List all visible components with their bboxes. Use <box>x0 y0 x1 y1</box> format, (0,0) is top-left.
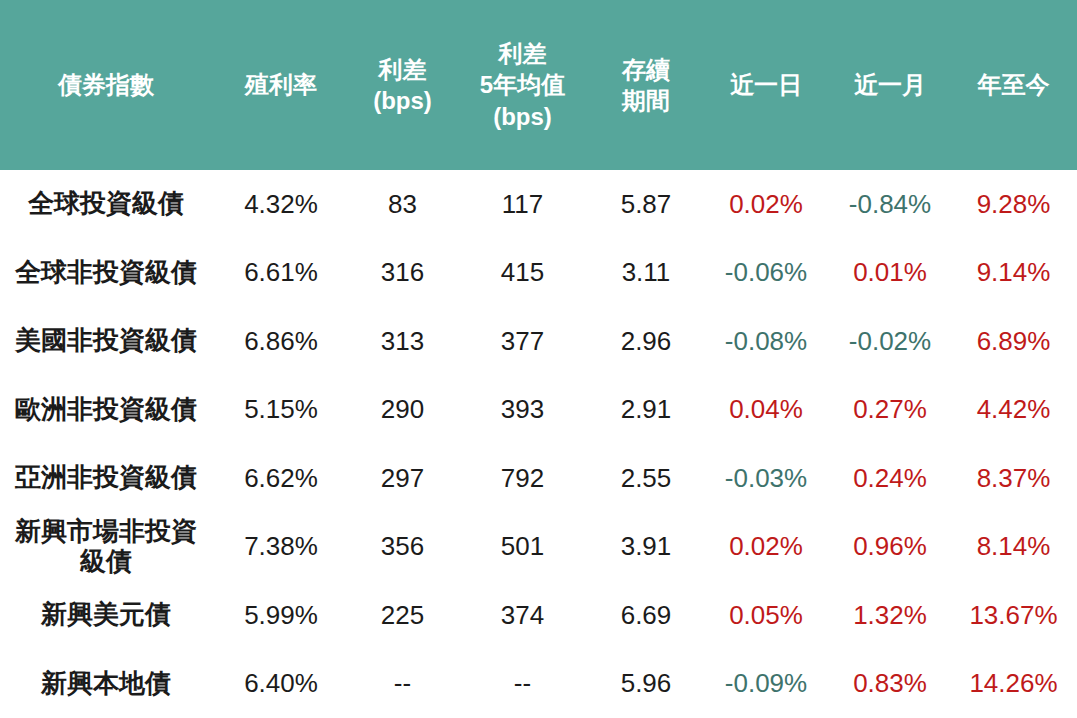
ytd-cell: 14.26% <box>950 650 1077 718</box>
past-month-cell: 1.32% <box>830 581 950 650</box>
duration-cell: 2.55 <box>590 444 702 513</box>
col-header-past-day: 近一日 <box>702 0 830 170</box>
spread-5y-cell: 415 <box>455 239 590 308</box>
past-day-cell: -0.08% <box>702 307 830 376</box>
duration-cell: 5.87 <box>590 170 702 239</box>
table-row: 歐洲非投資級債 5.15% 290 393 2.91 0.04% 0.27% 4… <box>0 376 1077 445</box>
spread-cell: 297 <box>350 444 455 513</box>
table-row: 全球投資級債 4.32% 83 117 5.87 0.02% -0.84% 9.… <box>0 170 1077 239</box>
duration-cell: 6.69 <box>590 581 702 650</box>
yield-cell: 6.62% <box>212 444 350 513</box>
spread-5y-cell: 117 <box>455 170 590 239</box>
col-header-yield: 殖利率 <box>212 0 350 170</box>
row-label: 全球非投資級債 <box>0 239 212 308</box>
ytd-cell: 13.67% <box>950 581 1077 650</box>
col-header-spread-5y-avg: 利差 5年均值 (bps) <box>455 0 590 170</box>
spread-cell: 290 <box>350 376 455 445</box>
row-label: 美國非投資級債 <box>0 307 212 376</box>
ytd-cell: 4.42% <box>950 376 1077 445</box>
row-label: 全球投資級債 <box>0 170 212 239</box>
table-row: 新興美元債 5.99% 225 374 6.69 0.05% 1.32% 13.… <box>0 581 1077 650</box>
row-label: 亞洲非投資級債 <box>0 444 212 513</box>
ytd-cell: 8.14% <box>950 513 1077 582</box>
spread-cell: 316 <box>350 239 455 308</box>
past-day-cell: -0.03% <box>702 444 830 513</box>
yield-cell: 6.86% <box>212 307 350 376</box>
yield-cell: 6.40% <box>212 650 350 718</box>
past-month-cell: 0.01% <box>830 239 950 308</box>
spread-cell: 83 <box>350 170 455 239</box>
spread-5y-cell: 792 <box>455 444 590 513</box>
col-header-bond-index: 債券指數 <box>0 0 212 170</box>
table-row: 亞洲非投資級債 6.62% 297 792 2.55 -0.03% 0.24% … <box>0 444 1077 513</box>
past-day-cell: 0.02% <box>702 513 830 582</box>
spread-cell: 356 <box>350 513 455 582</box>
past-month-cell: 0.96% <box>830 513 950 582</box>
col-header-past-month: 近一月 <box>830 0 950 170</box>
row-label: 新興本地債 <box>0 650 212 718</box>
row-label: 歐洲非投資級債 <box>0 376 212 445</box>
past-month-cell: 0.27% <box>830 376 950 445</box>
duration-cell: 3.91 <box>590 513 702 582</box>
ytd-cell: 6.89% <box>950 307 1077 376</box>
spread-cell: -- <box>350 650 455 718</box>
yield-cell: 6.61% <box>212 239 350 308</box>
past-month-cell: 0.24% <box>830 444 950 513</box>
spread-cell: 225 <box>350 581 455 650</box>
past-month-cell: -0.84% <box>830 170 950 239</box>
spread-5y-cell: 374 <box>455 581 590 650</box>
ytd-cell: 9.14% <box>950 239 1077 308</box>
yield-cell: 7.38% <box>212 513 350 582</box>
spread-5y-cell: 501 <box>455 513 590 582</box>
col-header-year-to-date: 年至今 <box>950 0 1077 170</box>
bond-index-page: 債券指數 殖利率 利差 (bps) 利差 5年均值 (bps) 存續 期間 近一… <box>0 0 1077 718</box>
col-header-spread-bps: 利差 (bps) <box>350 0 455 170</box>
spread-5y-cell: -- <box>455 650 590 718</box>
table-row: 全球非投資級債 6.61% 316 415 3.11 -0.06% 0.01% … <box>0 239 1077 308</box>
past-month-cell: -0.02% <box>830 307 950 376</box>
table-row: 美國非投資級債 6.86% 313 377 2.96 -0.08% -0.02%… <box>0 307 1077 376</box>
table-row: 新興市場非投資級債 7.38% 356 501 3.91 0.02% 0.96%… <box>0 513 1077 582</box>
table-header: 債券指數 殖利率 利差 (bps) 利差 5年均值 (bps) 存續 期間 近一… <box>0 0 1077 170</box>
bond-index-table: 債券指數 殖利率 利差 (bps) 利差 5年均值 (bps) 存續 期間 近一… <box>0 0 1077 718</box>
row-label: 新興市場非投資級債 <box>0 513 212 582</box>
duration-cell: 5.96 <box>590 650 702 718</box>
spread-5y-cell: 377 <box>455 307 590 376</box>
duration-cell: 2.96 <box>590 307 702 376</box>
duration-cell: 3.11 <box>590 239 702 308</box>
yield-cell: 4.32% <box>212 170 350 239</box>
spread-cell: 313 <box>350 307 455 376</box>
table-body: 全球投資級債 4.32% 83 117 5.87 0.02% -0.84% 9.… <box>0 170 1077 718</box>
past-day-cell: 0.04% <box>702 376 830 445</box>
ytd-cell: 8.37% <box>950 444 1077 513</box>
header-row: 債券指數 殖利率 利差 (bps) 利差 5年均值 (bps) 存續 期間 近一… <box>0 0 1077 170</box>
past-day-cell: -0.06% <box>702 239 830 308</box>
past-day-cell: -0.09% <box>702 650 830 718</box>
past-day-cell: 0.05% <box>702 581 830 650</box>
past-month-cell: 0.83% <box>830 650 950 718</box>
ytd-cell: 9.28% <box>950 170 1077 239</box>
col-header-duration: 存續 期間 <box>590 0 702 170</box>
row-label: 新興美元債 <box>0 581 212 650</box>
past-day-cell: 0.02% <box>702 170 830 239</box>
yield-cell: 5.99% <box>212 581 350 650</box>
spread-5y-cell: 393 <box>455 376 590 445</box>
table-row: 新興本地債 6.40% -- -- 5.96 -0.09% 0.83% 14.2… <box>0 650 1077 718</box>
duration-cell: 2.91 <box>590 376 702 445</box>
yield-cell: 5.15% <box>212 376 350 445</box>
